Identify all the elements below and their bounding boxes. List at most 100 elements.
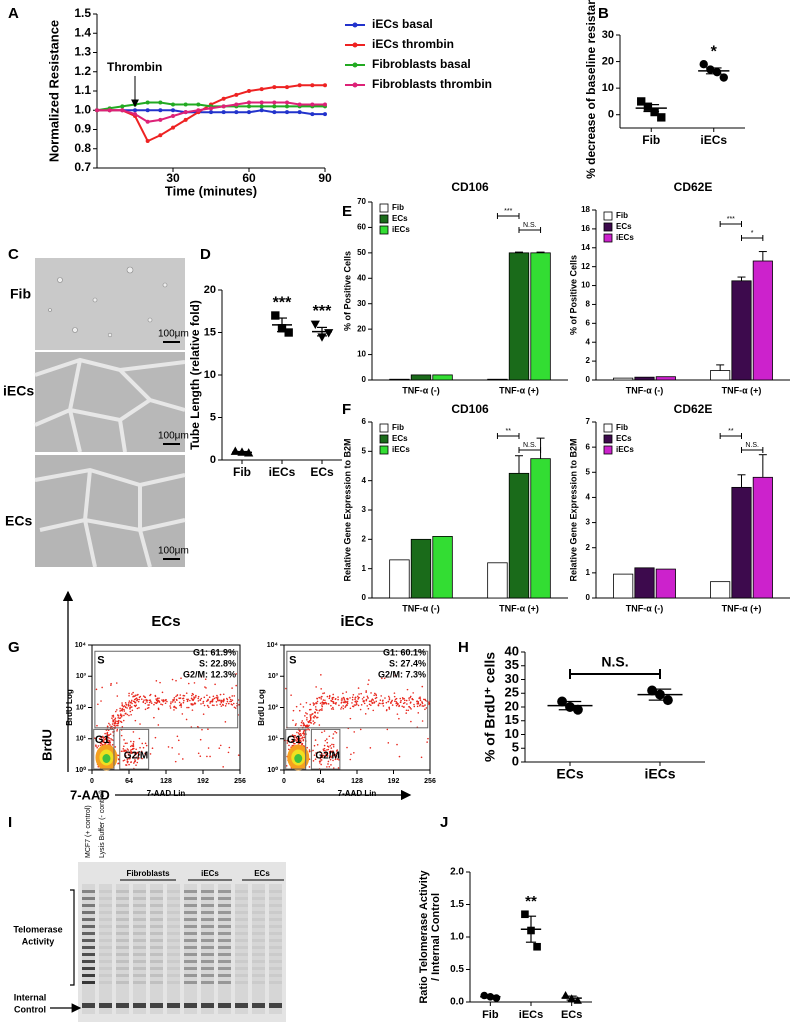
event-dot	[129, 704, 131, 707]
plot-frame	[283, 644, 431, 771]
gel-band	[82, 946, 95, 949]
significance: N.S.	[523, 442, 537, 449]
event-dot	[298, 733, 301, 736]
event-dot	[405, 712, 408, 714]
event-dot	[182, 758, 184, 760]
event-dot	[313, 754, 316, 756]
event-dot	[129, 708, 131, 710]
event-dot	[132, 756, 135, 758]
event-dot	[316, 700, 319, 703]
event-dot	[126, 713, 129, 716]
event-dot	[410, 708, 412, 710]
gel-band	[167, 974, 180, 977]
y-tick-label: 10⁴	[75, 642, 87, 649]
panel-letter: F	[342, 401, 351, 418]
gate-stat: S: 27.4%	[389, 658, 426, 668]
event-dot	[349, 697, 351, 699]
event-dot	[303, 736, 305, 739]
event-dot	[309, 719, 312, 721]
event-dot	[155, 680, 158, 682]
event-dot	[148, 701, 151, 704]
event-dot	[215, 700, 218, 703]
density-core	[294, 754, 303, 763]
series-point	[272, 100, 277, 105]
micrograph-label: iECs	[3, 383, 34, 399]
gel-lane	[133, 884, 146, 1014]
gel-band	[116, 981, 129, 984]
gel-band	[133, 981, 146, 984]
gel-band	[252, 897, 265, 900]
event-dot	[99, 744, 102, 747]
event-dot	[308, 720, 311, 723]
legend-label: iECs	[392, 445, 410, 454]
y-axis-label: % decrease of baseline resistance	[584, 0, 598, 179]
panel-letter: G	[8, 639, 20, 656]
event-dot	[146, 699, 149, 702]
event-dot	[327, 703, 330, 705]
event-dot	[206, 694, 208, 697]
gel-band	[269, 1003, 282, 1008]
y-axis-label: Relative Gene Expression to B2M	[342, 438, 352, 581]
event-dot	[381, 702, 383, 705]
event-dot	[136, 761, 139, 764]
event-dot	[395, 700, 398, 703]
event-dot	[216, 694, 218, 697]
event-dot	[180, 703, 182, 705]
event-dot	[162, 699, 165, 701]
event-dot	[170, 701, 172, 703]
gel-band	[235, 897, 248, 900]
event-dot	[109, 733, 112, 735]
event-dot	[233, 695, 236, 697]
event-dot	[139, 746, 141, 749]
event-dot	[102, 735, 104, 738]
event-dot	[133, 751, 136, 754]
event-dot	[103, 741, 106, 744]
event-dot	[291, 744, 294, 747]
event-dot	[206, 700, 208, 702]
series-point	[196, 102, 201, 107]
gel-band	[99, 974, 112, 977]
event-dot	[313, 715, 316, 717]
series-point	[107, 108, 112, 113]
gel-band	[116, 911, 129, 914]
event-dot	[117, 762, 119, 765]
gel-band	[133, 918, 146, 921]
gel-band	[133, 974, 146, 977]
event-dot	[401, 696, 404, 699]
event-dot	[108, 743, 111, 745]
y-tick-label: 4	[586, 493, 591, 502]
event-dot	[315, 708, 317, 711]
event-dot	[418, 704, 421, 707]
event-dot	[121, 704, 124, 707]
significance: N.S.	[745, 442, 759, 449]
legend-label: Fib	[616, 211, 628, 220]
event-dot	[134, 719, 137, 722]
y-tick-label: 8	[586, 300, 591, 309]
event-dot	[135, 748, 137, 751]
event-dot	[150, 702, 153, 704]
event-dot	[330, 699, 332, 702]
event-dot	[363, 696, 365, 699]
event-dot	[124, 742, 127, 745]
event-dot	[140, 750, 143, 753]
event-dot	[124, 712, 127, 715]
event-dot	[321, 709, 323, 711]
event-dot	[182, 694, 185, 697]
event-dot	[120, 721, 123, 724]
event-dot	[232, 702, 235, 705]
event-dot	[356, 695, 359, 698]
y-tick-label: 10	[581, 281, 590, 290]
event-dot	[95, 688, 98, 691]
bar	[432, 536, 453, 599]
event-dot	[229, 700, 231, 703]
event-dot	[327, 748, 330, 751]
event-dot	[416, 700, 418, 702]
event-dot	[370, 700, 373, 702]
event-dot	[332, 759, 334, 762]
event-dot	[351, 698, 354, 701]
event-dot	[314, 758, 317, 760]
event-dot	[142, 695, 145, 697]
legend-swatch	[379, 445, 389, 455]
gel-band	[235, 946, 248, 949]
series-point	[171, 125, 175, 130]
